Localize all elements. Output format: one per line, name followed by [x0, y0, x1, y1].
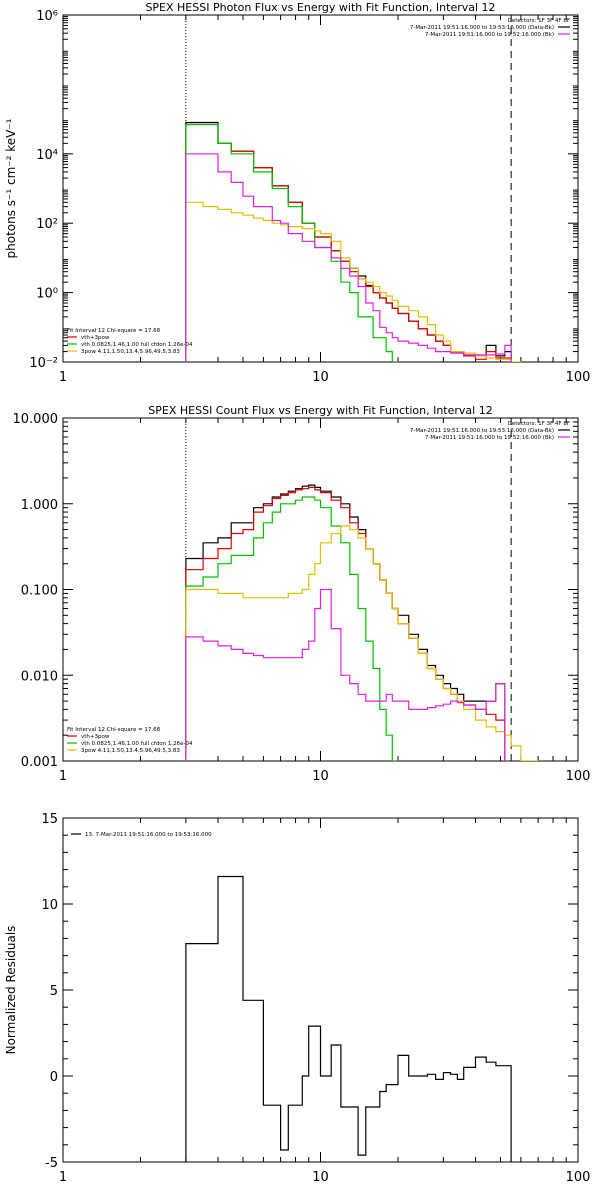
y-tick-label: 10⁻² [29, 356, 58, 371]
legend-left-entry: vth+3pow [81, 734, 110, 740]
x-tick-label: 1 [59, 370, 67, 385]
y-tick-label: 10.000 [13, 412, 59, 427]
series-line-bk [185, 588, 506, 761]
series-line-data-bk [185, 484, 506, 761]
series-line-3pow [185, 525, 539, 761]
plot-frame [62, 14, 579, 363]
y-tick-label: 10² [36, 217, 58, 232]
y-tick-label: 1.000 [21, 498, 58, 513]
legend-right-entry: Detectors: 1F 3F 4F 8F [508, 421, 570, 427]
series-line-vth [185, 496, 399, 761]
series-line-vth [185, 123, 399, 362]
legend-right-entry: 7-Mar-2011 19:51:16.000 to 19:52:16.000 … [425, 32, 554, 38]
series-line-bk [185, 153, 512, 362]
legend-top-entry: 13. 7-Mar-2011 19:51:16.000 to 19:53:16.… [85, 832, 212, 838]
y-tick-label: 10⁰ [36, 287, 58, 302]
legend-left-entry: Fit Interval 12 Chi-square = 17.68 [67, 328, 161, 334]
legend-left-entry: 3pow 4.11,1.50,13.4,5.96,49.5,3.83 [81, 748, 180, 754]
x-tick-label: 100 [566, 1170, 591, 1185]
series-group [185, 875, 512, 1162]
x-tick-label: 100 [566, 769, 591, 784]
legend-right-entry: Detectors: 1F 3F 4F 8F [508, 18, 570, 24]
y-tick-label: 0.010 [21, 669, 58, 684]
y-tick-label: 5 [50, 984, 58, 999]
y-tick-label: 10⁴ [36, 148, 58, 163]
x-tick-label: 10 [312, 769, 329, 784]
chart-title: SPEX HESSI Count Flux vs Energy with Fit… [148, 404, 492, 417]
y-tick-label: 0.001 [21, 755, 58, 770]
plot-frame [62, 817, 579, 1163]
legend-left-entry: vth 0.0825,1.46,1.00 full cfdon 1.26e-04 [81, 342, 193, 348]
x-tick-label: 1 [59, 1170, 67, 1185]
y-tick-label: 0.100 [21, 584, 58, 599]
series-line-vth-3pow [185, 123, 512, 362]
x-tick-label: 1 [59, 769, 67, 784]
series-group [185, 121, 522, 362]
legend-left-entry: vth+3pow [81, 335, 110, 341]
series-line-data-bk [185, 121, 512, 362]
series-group [185, 484, 539, 761]
y-tick-label: -5 [45, 1156, 58, 1171]
y-tick-label: 10⁶ [36, 9, 58, 24]
y-tick-label: 10 [41, 898, 58, 913]
x-tick-label: 10 [312, 1170, 329, 1185]
y-axis-label: Normalized Residuals [4, 926, 18, 1055]
normalized-residuals-panel: Normalized Residuals 1 10 100 -5 0 5 10 15 13. 7-… [4, 812, 590, 1185]
legend-left-entry: 3pow 4.11,1.50,13.4,5.96,49.5,3.83 [81, 349, 180, 355]
chart-title: SPEX HESSI Photon Flux vs Energy with Fi… [145, 1, 495, 14]
series-line-3pow [185, 201, 522, 362]
legend-right-entry: 7-Mar-2011 19:51:16.000 to 19:53:16.000 … [410, 25, 554, 31]
x-tick-label: 100 [566, 370, 591, 385]
legend-right-entry: 7-Mar-2011 19:51:16.000 to 19:53:16.000 … [410, 428, 554, 434]
count-flux-panel: SPEX HESSI Count Flux vs Energy with Fit… [13, 404, 591, 784]
x-tick-label: 10 [312, 370, 329, 385]
legend-left-entry: Fit Interval 12 Chi-square = 17.68 [67, 727, 161, 733]
y-tick-label: 0 [50, 1070, 58, 1085]
y-axis-label: photons s⁻¹ cm⁻² keV⁻¹ [4, 118, 18, 258]
series-line-13 [185, 875, 512, 1162]
legend-right-entry: 7-Mar-2011 19:51:16.000 to 19:52:16.000 … [425, 435, 554, 441]
y-tick-label: 15 [41, 812, 58, 827]
photon-flux-panel: SPEX HESSI Photon Flux vs Energy with Fi… [4, 1, 590, 385]
legend-left-entry: vth 0.0825,1.46,1.00 full cfdon 1.26e-04 [81, 741, 193, 747]
series-line-vth-3pow [185, 486, 506, 761]
